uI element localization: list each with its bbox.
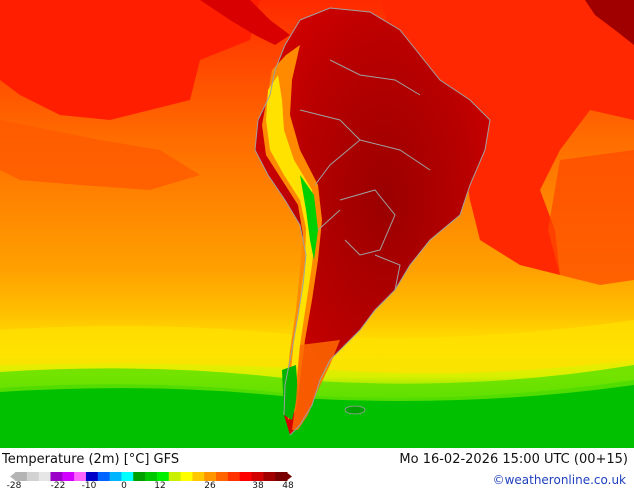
legend-tick-label: 48 [282, 481, 294, 490]
legend-swatch [109, 472, 122, 481]
legend-swatch [74, 472, 87, 481]
legend-swatch [38, 472, 51, 481]
atlantic-orange-patch [548, 150, 634, 285]
atlantic-warm-zone [380, 0, 634, 275]
legend-swatch [145, 472, 158, 481]
legend-tick-label: 26 [204, 481, 216, 490]
legend-tick-label: 12 [154, 481, 166, 490]
credit-link[interactable]: ©weatheronline.co.uk [492, 473, 626, 487]
pacific-orange-patch [0, 120, 200, 190]
legend-swatch [227, 472, 241, 481]
legend-swatch [156, 472, 170, 481]
legend-swatch [133, 472, 146, 481]
legend-tick-label: 38 [252, 481, 264, 490]
andes-green-strip [300, 175, 318, 260]
legend-tick-label: 0 [121, 481, 127, 490]
legend-swatch [26, 472, 40, 481]
map-timestamp: Mo 16-02-2026 15:00 UTC (00+15) [399, 452, 628, 467]
caribbean-island [585, 0, 634, 45]
legend-tick-label: -28 [6, 481, 22, 490]
legend-swatch [15, 472, 28, 481]
legend-swatch [121, 472, 134, 481]
falkland-islands [344, 405, 366, 415]
legend-swatch [97, 472, 111, 481]
southern-cone-transition [292, 340, 340, 430]
legend-swatch [251, 472, 264, 481]
legend-swatch [85, 472, 99, 481]
legend-swatch [263, 472, 276, 481]
legend-arrow-right [286, 472, 292, 481]
temperature-map [0, 0, 634, 448]
legend-swatch [239, 472, 253, 481]
legend-tick-label: -22 [50, 481, 66, 490]
legend-swatch [50, 472, 63, 481]
legend-arrow-left [10, 472, 16, 481]
map-footer: Temperature (2m) [°C] GFS Mo 16-02-2026 … [0, 448, 634, 490]
central-america-landmass [200, 0, 290, 45]
andes-yellow-strip [266, 75, 316, 405]
legend-swatch [62, 472, 75, 481]
map-title: Temperature (2m) [°C] GFS [2, 452, 180, 467]
legend-swatch [204, 472, 217, 481]
country-borders [254, 7, 491, 436]
color-legend-bar [10, 472, 292, 481]
legend-swatch [275, 472, 288, 481]
legend-swatch [168, 472, 182, 481]
legend-swatch [180, 472, 193, 481]
legend-swatch [192, 472, 205, 481]
legend-tick-label: -10 [81, 481, 97, 490]
legend-swatch [216, 472, 229, 481]
south-america-landmass [255, 8, 490, 435]
pacific-warm-zone [0, 0, 260, 120]
